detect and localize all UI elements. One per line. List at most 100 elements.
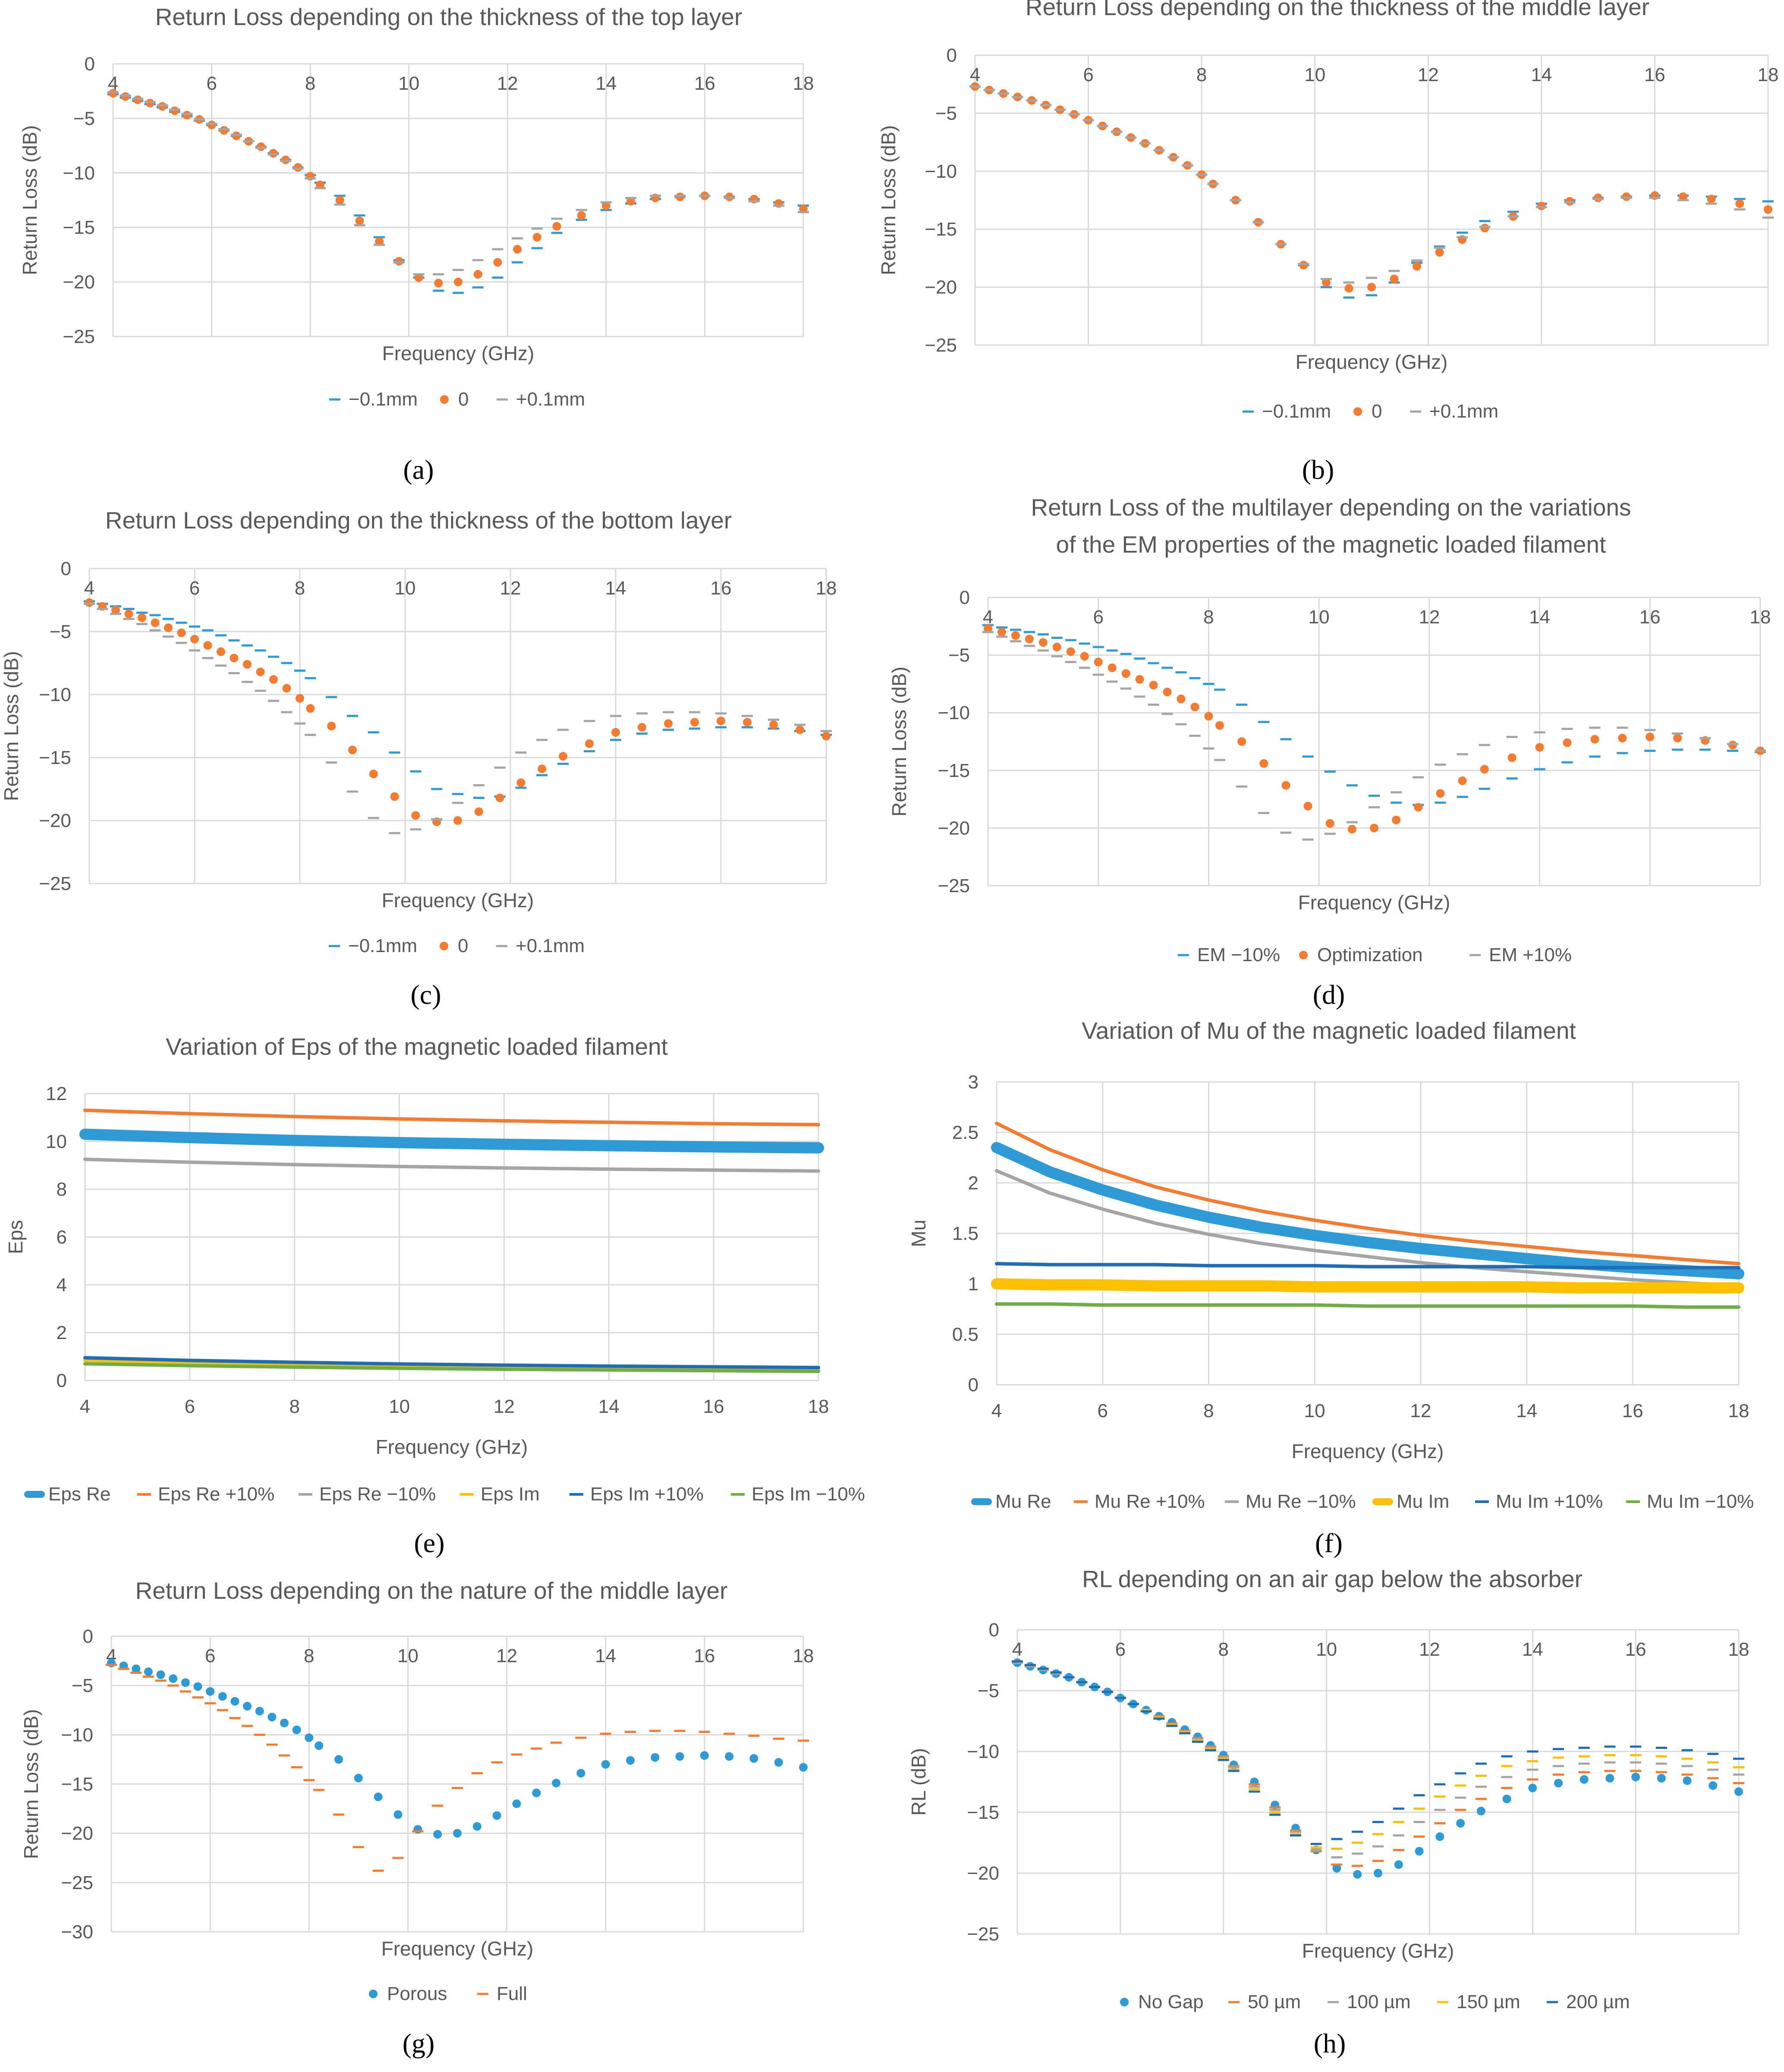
x-axis-label: Frequency (GHz) xyxy=(381,1937,534,1960)
x-tick-label: 12 xyxy=(497,73,518,94)
y-tick-label: 0 xyxy=(989,1619,999,1641)
series-e-0 xyxy=(79,1129,824,1154)
x-tick-label: 6 xyxy=(1083,64,1093,85)
chart-title: Return Loss depending on the thickness o… xyxy=(105,507,732,534)
data-point xyxy=(218,1692,227,1701)
series-a-1 xyxy=(109,89,808,288)
x-axis-label: Frequency (GHz) xyxy=(376,1436,528,1458)
x-tick-label: 6 xyxy=(205,1645,215,1666)
data-point xyxy=(305,1733,314,1742)
data-point xyxy=(1025,635,1034,644)
panel-label: (h) xyxy=(1314,2028,1346,2059)
series-f-1 xyxy=(995,1121,1740,1266)
data-point xyxy=(138,613,146,622)
y-tick-label: −15 xyxy=(967,1802,999,1823)
data-point xyxy=(393,1810,403,1819)
data-point xyxy=(1594,193,1603,202)
data-point xyxy=(355,217,364,226)
data-point xyxy=(532,1789,541,1798)
data-point xyxy=(354,1773,363,1783)
x-tick-label: 10 xyxy=(1309,607,1330,628)
y-tick-label: 0 xyxy=(83,1626,93,1647)
data-point xyxy=(1204,712,1213,721)
data-point xyxy=(799,1763,808,1772)
data-point xyxy=(182,110,192,119)
x-tick-label: 18 xyxy=(793,73,814,94)
legend-label: 200 µm xyxy=(1566,1991,1630,2012)
legend: Eps Re Eps Re +10% Eps Re −10% Eps Im Eps Im… xyxy=(24,1484,865,1505)
data-point xyxy=(1734,1787,1743,1796)
x-tick-label: 14 xyxy=(1516,1400,1537,1421)
legend-label: Eps Im −10% xyxy=(752,1484,865,1505)
data-point xyxy=(315,1741,324,1750)
data-point xyxy=(1237,737,1246,746)
x-axis-label: Frequency (GHz) xyxy=(382,889,534,912)
legend-label: Porous xyxy=(387,1983,447,2004)
data-point xyxy=(1480,765,1489,774)
data-point xyxy=(1344,284,1353,293)
series-e-4 xyxy=(83,1356,820,1370)
data-point xyxy=(1299,261,1308,270)
data-point xyxy=(638,723,646,732)
legend: −0.1mm 0 +0.1mm xyxy=(329,389,585,410)
data-point xyxy=(1436,789,1445,798)
y-tick-label: 0 xyxy=(85,53,95,75)
series-f-2 xyxy=(995,1169,1740,1288)
data-point xyxy=(559,752,567,761)
y-tick-label: −20 xyxy=(938,817,970,839)
data-point xyxy=(1094,657,1103,667)
legend-label: Mu Im −10% xyxy=(1647,1491,1754,1512)
data-point xyxy=(1502,1794,1511,1803)
data-point xyxy=(1215,721,1224,730)
data-point xyxy=(725,192,734,201)
data-point xyxy=(997,628,1006,637)
data-point xyxy=(1507,753,1517,762)
y-tick-label: 10 xyxy=(46,1131,67,1152)
y-tick-label: 0 xyxy=(947,45,957,66)
data-point xyxy=(1321,278,1331,287)
data-point xyxy=(700,1751,709,1760)
y-tick-label: 0 xyxy=(968,1374,979,1396)
data-point xyxy=(281,155,290,164)
legend-label: 0 xyxy=(1372,401,1382,422)
series-f-3 xyxy=(991,1278,1744,1294)
x-tick-label: 4 xyxy=(1012,1639,1023,1660)
x-tick-label: 16 xyxy=(694,73,715,94)
data-point xyxy=(1325,819,1334,828)
series-g-0 xyxy=(107,1658,808,1839)
x-tick-label: 18 xyxy=(816,578,837,599)
legend-label: 0 xyxy=(458,935,468,956)
data-point xyxy=(1435,1832,1444,1841)
y-tick-label: 2 xyxy=(968,1173,979,1194)
panel-label: (c) xyxy=(410,979,441,1010)
data-point xyxy=(124,610,133,619)
data-point xyxy=(769,720,778,729)
data-point xyxy=(1038,638,1048,647)
data-point xyxy=(1121,669,1130,678)
legend-label: +0.1mm xyxy=(516,389,585,410)
y-tick-label: −15 xyxy=(61,1774,93,1795)
y-tick-label: −5 xyxy=(935,103,957,124)
y-tick-label: −10 xyxy=(61,1724,93,1745)
legend-label: Mu Im +10% xyxy=(1496,1491,1603,1512)
data-point xyxy=(414,273,423,282)
data-point xyxy=(576,1769,585,1778)
data-point xyxy=(1728,741,1737,750)
series-h-3 xyxy=(1012,1660,1744,1850)
panel-label: (b) xyxy=(1302,454,1334,485)
legend-marker xyxy=(440,942,448,950)
data-point xyxy=(1605,1774,1614,1783)
data-point xyxy=(1708,1781,1718,1790)
data-point xyxy=(454,277,463,286)
data-point xyxy=(725,1752,734,1761)
series-line xyxy=(995,1121,1740,1266)
y-tick-label: 0 xyxy=(57,1370,67,1391)
data-point xyxy=(1565,197,1574,206)
y-tick-label: −25 xyxy=(938,875,970,896)
legend-label: 150 µm xyxy=(1457,1991,1520,2012)
series-line xyxy=(995,1302,1740,1309)
x-tick-label: 18 xyxy=(1750,607,1771,628)
data-point xyxy=(1435,248,1444,257)
data-point xyxy=(206,1687,215,1696)
x-tick-label: 6 xyxy=(185,1396,195,1417)
